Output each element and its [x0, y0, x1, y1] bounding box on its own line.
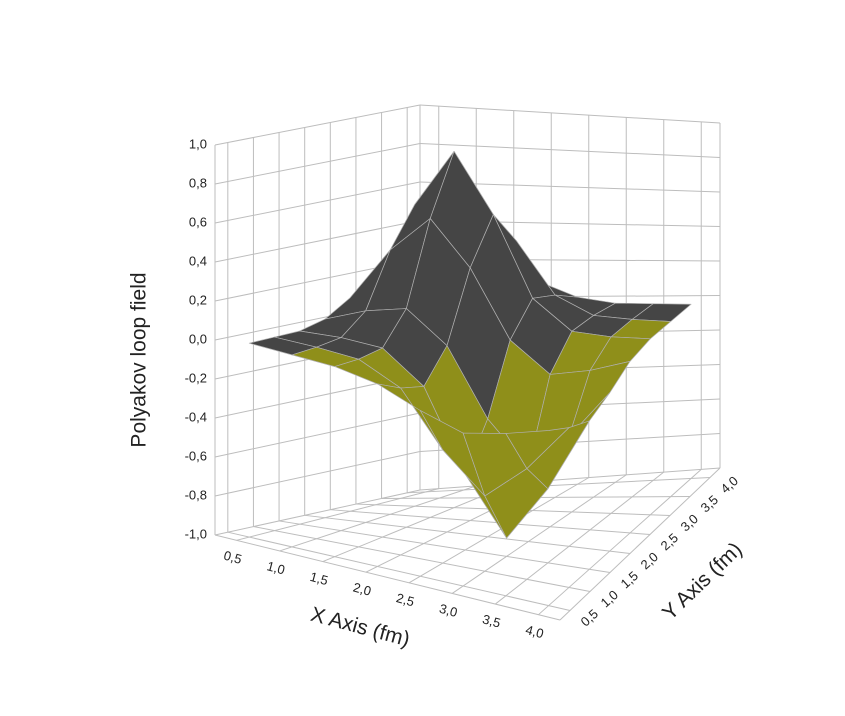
- wall-grid-line: [214, 412, 421, 458]
- x-tick-label: 1,0: [265, 558, 286, 577]
- z-tick-label: -0,8: [185, 487, 207, 502]
- z-tick-label: 0,8: [189, 175, 207, 190]
- surface-cell: [505, 427, 570, 469]
- z-tick-label: 0,2: [189, 292, 207, 307]
- floor-grid-line: [495, 471, 665, 605]
- x-tick-label: 2,5: [395, 590, 416, 609]
- z-tick-label: -0,2: [185, 370, 207, 385]
- wall-grid-line: [214, 104, 421, 146]
- z-tick-label: 0,4: [189, 253, 207, 268]
- z-tick-label: 1,0: [189, 136, 207, 151]
- box-edge: [214, 534, 561, 621]
- floor-grid-line: [278, 520, 611, 573]
- floor-grid-line: [304, 514, 631, 554]
- wall-grid-line: [214, 451, 421, 497]
- floor-grid-line: [451, 474, 627, 594]
- floor-grid-line: [227, 531, 571, 611]
- wall-grid-line: [214, 181, 421, 224]
- floor-grid-line: [279, 485, 477, 552]
- x-tick-label: 4,0: [524, 622, 545, 641]
- floor-grid-line: [408, 477, 590, 584]
- z-tick-label: -0,6: [185, 448, 207, 463]
- z-tick-label: 0,0: [189, 331, 207, 346]
- x-tick-label: 3,0: [438, 601, 459, 620]
- wall-grid-line: [214, 489, 421, 536]
- z-axis-title: Polyakov loop field: [128, 272, 151, 447]
- x-tick-label: 2,0: [352, 580, 373, 599]
- x-tick-label: 3,5: [481, 611, 502, 630]
- wall-grid-line: [419, 104, 721, 124]
- floor-grid-line: [538, 469, 702, 616]
- box-edge: [559, 467, 721, 621]
- floor-grid-line: [236, 488, 439, 541]
- wall-grid-line: [419, 467, 721, 491]
- x-tick-label: 0,5: [222, 548, 243, 567]
- x-tick-label: 1,5: [308, 569, 329, 588]
- floor-grid-line: [330, 509, 651, 535]
- floor-grid-line: [253, 526, 591, 592]
- wall-grid-line: [214, 143, 421, 185]
- z-tick-label: 0,6: [189, 214, 207, 229]
- z-tick-label: -1,0: [185, 526, 207, 541]
- wall-grid-line: [214, 220, 421, 263]
- floor-grid-line: [407, 477, 711, 494]
- wall-grid-line: [419, 143, 721, 158]
- surface-layer: [248, 150, 692, 539]
- z-tick-label: -0,4: [185, 409, 207, 424]
